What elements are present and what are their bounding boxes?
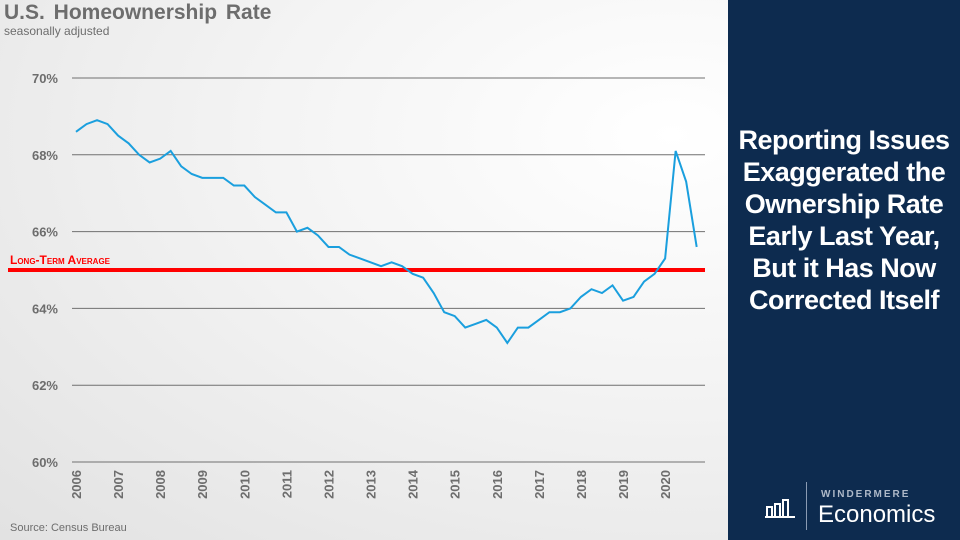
logo-divider bbox=[806, 482, 807, 530]
y-tick-label: 70% bbox=[32, 71, 58, 86]
x-tick-label: 2012 bbox=[321, 470, 336, 499]
x-tick-label: 2017 bbox=[532, 470, 547, 499]
x-tick-label: 2020 bbox=[658, 470, 673, 499]
logo-product: Economics bbox=[818, 501, 936, 528]
x-tick-label: 2010 bbox=[237, 470, 252, 499]
logo-brand: WINDERMERE bbox=[821, 489, 911, 500]
chart-title: U.S. Homeownership Rate bbox=[4, 1, 272, 24]
homeownership-rate-line bbox=[75, 119, 698, 345]
x-tick-label: 2013 bbox=[364, 470, 379, 499]
chart-subtitle: seasonally adjusted bbox=[4, 24, 110, 38]
headline-text: Reporting Issues Exaggerated the Ownersh… bbox=[738, 125, 950, 315]
x-tick-label: 2019 bbox=[616, 470, 631, 499]
x-tick-label: 2008 bbox=[153, 470, 168, 499]
x-tick-label: 2011 bbox=[279, 470, 294, 498]
bar-chart-logo-icon bbox=[765, 499, 795, 518]
source-note: Source: Census Bureau bbox=[10, 522, 127, 534]
y-tick-label: 66% bbox=[32, 225, 58, 240]
line-chart: 60% 62% 64% 66% 68% 70% 2006 2007 2008 2009 2010 20… bbox=[8, 71, 705, 499]
x-tick-label: 2016 bbox=[490, 470, 505, 499]
y-tick-label: 64% bbox=[32, 301, 58, 316]
x-tick-label: 2015 bbox=[448, 470, 463, 499]
y-tick-label: 68% bbox=[32, 148, 58, 163]
y-tick-label: 60% bbox=[32, 455, 58, 470]
x-tick-label: 2014 bbox=[406, 469, 421, 499]
x-tick-label: 2009 bbox=[195, 470, 210, 499]
headline-panel: Reporting Issues Exaggerated the Ownersh… bbox=[728, 0, 960, 540]
x-tick-label: 2007 bbox=[111, 470, 126, 499]
long-term-average-label: Long-Term Average bbox=[10, 253, 111, 267]
x-tick-label: 2006 bbox=[69, 470, 84, 499]
windermere-economics-logo: WINDERMERE Economics bbox=[760, 478, 950, 534]
x-tick-label: 2018 bbox=[574, 470, 589, 499]
y-tick-label: 62% bbox=[32, 378, 58, 393]
